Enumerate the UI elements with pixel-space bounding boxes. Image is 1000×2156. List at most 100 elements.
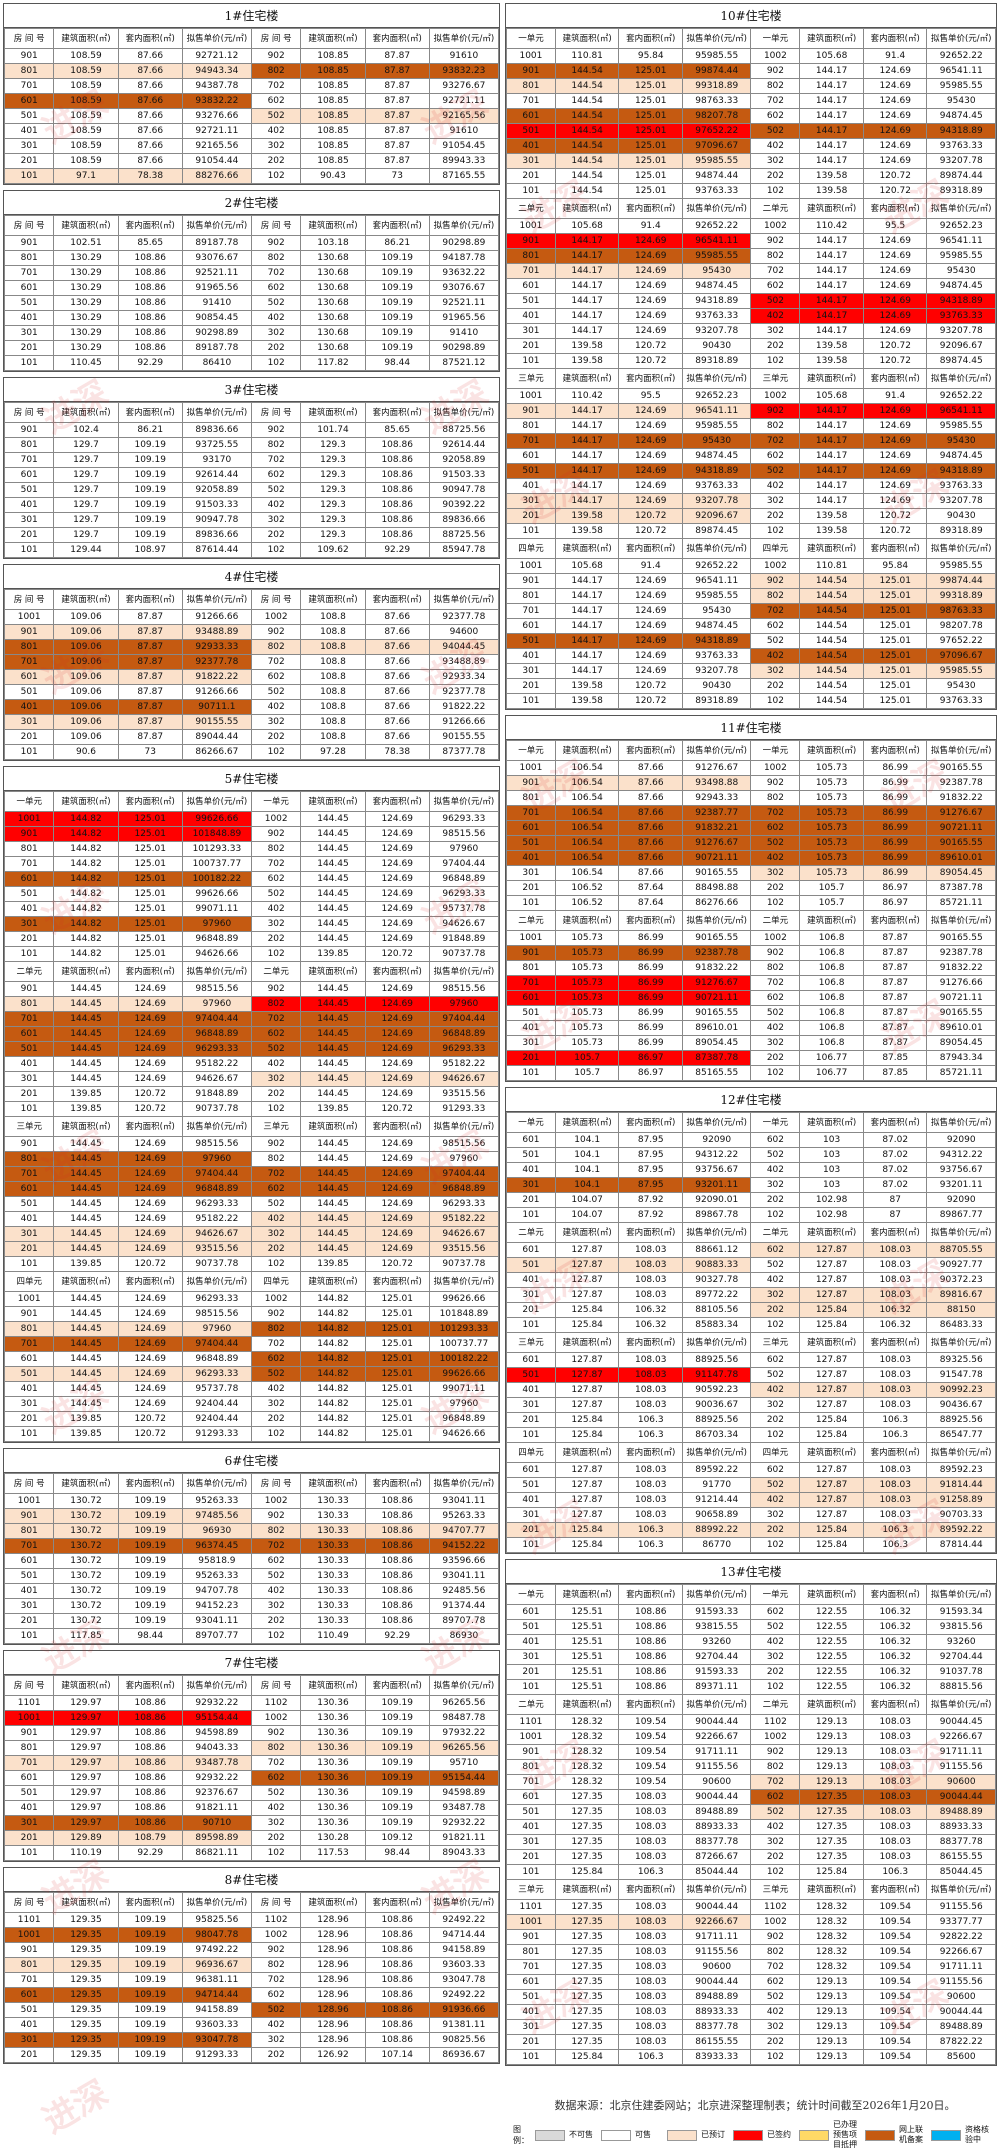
unit-price: 86703.34 — [682, 1427, 752, 1443]
room-number: 601 — [506, 1974, 556, 1990]
room-number: 302 — [750, 1035, 801, 1051]
room-number: 501 — [3, 886, 55, 902]
unit-price: 87521.12 — [428, 355, 500, 371]
room-number: 302 — [250, 1396, 302, 1412]
unit-price: 94626.67 — [181, 1071, 252, 1087]
inner-area: 92.29 — [117, 1845, 183, 1861]
building-area: 90.43 — [300, 168, 366, 184]
room-number: 502 — [250, 1041, 302, 1057]
inner-area: 109.54 — [862, 1989, 928, 2005]
inner-area: 124.69 — [862, 263, 928, 279]
inner-area: 109.19 — [364, 1695, 430, 1711]
unit-price: 85883.34 — [682, 1317, 752, 1333]
unit-price: 93041.11 — [428, 1568, 500, 1584]
unit-price: 92932.22 — [181, 1770, 252, 1786]
price-header: 拟售单价(元/㎡) — [926, 1112, 996, 1133]
room-number: 302 — [250, 1815, 302, 1831]
unit-header: 四单元 — [506, 538, 556, 559]
building-area: 144.45 — [300, 1181, 366, 1197]
building-section: 13#住宅楼 一单元 建筑面积(㎡) 套内面积(㎡) 拟售单价(元/㎡) 一单元 建筑面积(… — [505, 1559, 997, 2066]
room-number: 401 — [506, 1162, 556, 1178]
room-number: 701 — [3, 1011, 55, 1027]
inner-area: 109.54 — [862, 2049, 928, 2065]
unit-price: 88925.56 — [682, 1412, 752, 1428]
unit-price: 91276.67 — [682, 760, 752, 776]
inner-area: 87.95 — [618, 1132, 684, 1148]
inner-area-header: 套内面积(㎡) — [364, 589, 430, 610]
room-number: 202 — [750, 1050, 801, 1066]
table-row: 301 144.45 124.69 94626.67 302 144.45 124.69 94… — [3, 1226, 500, 1242]
inner-area: 109.54 — [618, 1759, 684, 1775]
building-area: 144.54 — [799, 588, 864, 604]
building-area: 130.72 — [53, 1538, 119, 1554]
header-row: 三单元 建筑面积(㎡) 套内面积(㎡) 拟售单价(元/㎡) 三单元 建筑面积(㎡) 套内面积… — [3, 1116, 500, 1137]
room-number: 301 — [506, 2019, 556, 2035]
price-header: 拟售单价(元/㎡) — [181, 215, 252, 236]
unit-price: 86266.67 — [181, 744, 252, 760]
table-row: 1001 128.32 109.54 92266.67 1002 129.13 108.03… — [506, 1729, 996, 1745]
unit-price: 85044.45 — [926, 1864, 996, 1880]
building-area: 144.54 — [554, 78, 620, 94]
building-area: 144.45 — [53, 1306, 119, 1322]
inner-area-header: 套内面积(㎡) — [618, 1112, 684, 1133]
building-area: 139.85 — [53, 1101, 119, 1117]
room-number: 602 — [750, 448, 801, 464]
room-number: 101 — [506, 1864, 556, 1880]
unit-price: 94152.22 — [428, 1538, 500, 1554]
legend-label: 已签约 — [767, 2130, 791, 2139]
table-row: 401 144.45 124.69 95182.22 402 144.45 124.69 95… — [3, 1211, 500, 1227]
table-row: 1001 105.68 91.4 92652.22 1002 110.42 95.5 9265… — [506, 218, 996, 234]
unit-header: 房 间 号 — [250, 1473, 302, 1494]
room-number: 802 — [750, 418, 801, 434]
area-header: 建筑面积(㎡) — [799, 1442, 864, 1463]
unit-price: 91822.22 — [181, 669, 252, 685]
room-number: 502 — [750, 1804, 801, 1820]
building-title: 1#住宅楼 — [4, 4, 499, 28]
inner-area: 125.01 — [364, 1411, 430, 1427]
table-row: 501 144.45 124.69 96293.33 502 144.45 124.69 96… — [3, 1041, 500, 1057]
inner-area: 108.86 — [364, 527, 430, 543]
unit-price: 91503.33 — [181, 497, 252, 513]
room-number: 501 — [506, 1367, 556, 1383]
unit-price: 95430 — [926, 678, 996, 694]
unit-header: 二单元 — [506, 910, 556, 931]
building-area: 97.28 — [300, 744, 366, 760]
table-row: 301 144.17 124.69 93207.78 302 144.17 124.69 93… — [506, 323, 996, 339]
building-area: 144.17 — [799, 248, 864, 264]
building-area: 144.17 — [554, 418, 620, 434]
unit-price: 88815.56 — [926, 1679, 996, 1695]
room-number: 101 — [3, 355, 55, 371]
room-number: 102 — [250, 542, 302, 558]
inner-area: 124.69 — [364, 811, 430, 827]
unit-price: 94874.44 — [682, 168, 752, 184]
room-number: 202 — [250, 1411, 302, 1427]
inner-area: 87.66 — [618, 760, 684, 776]
unit-price: 89325.56 — [926, 1352, 996, 1368]
unit-price: 93763.33 — [926, 138, 996, 154]
building-section: 12#住宅楼 一单元 建筑面积(㎡) 套内面积(㎡) 拟售单价(元/㎡) 一单元 建筑面积(… — [505, 1087, 997, 1554]
room-number: 101 — [3, 1845, 55, 1861]
building-area: 109.06 — [53, 639, 119, 655]
inner-area: 125.01 — [117, 901, 183, 917]
inner-area: 125.01 — [862, 588, 928, 604]
table-row: 301 129.97 108.86 90710 302 130.36 109.19 92932… — [3, 1815, 500, 1831]
unit-price: 91266.66 — [181, 684, 252, 700]
room-number: 201 — [3, 1411, 55, 1427]
inner-area: 108.03 — [618, 1462, 684, 1478]
unit-price: 99071.11 — [181, 901, 252, 917]
inner-area: 124.69 — [117, 1381, 183, 1397]
price-table: 房 间 号建筑面积(㎡) 套内面积(㎡) 拟售单价(元/㎡) 房 间 号建筑面积(㎡)… — [3, 1473, 500, 1644]
unit-price: 91054.45 — [428, 138, 500, 154]
inner-area: 108.03 — [618, 1974, 684, 1990]
table-row: 701 105.73 86.99 91276.67 702 106.8 87.87 91276… — [506, 975, 996, 991]
inner-area: 124.69 — [618, 248, 684, 264]
room-number: 501 — [506, 463, 556, 479]
building-area: 144.82 — [53, 946, 119, 962]
unit-price: 92165.56 — [428, 108, 500, 124]
inner-area: 108.86 — [364, 1523, 430, 1539]
price-header: 拟售单价(元/㎡) — [682, 1332, 752, 1353]
unit-price: 98515.56 — [428, 981, 500, 997]
building-area: 144.45 — [300, 1196, 366, 1212]
room-number: 701 — [506, 1959, 556, 1975]
room-number: 501 — [506, 1804, 556, 1820]
